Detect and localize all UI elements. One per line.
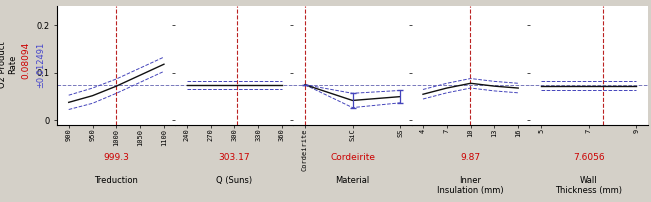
Text: 0.08094: 0.08094 — [21, 42, 31, 79]
Text: Wall
Thickness (mm): Wall Thickness (mm) — [555, 176, 622, 195]
Text: ±0.012491: ±0.012491 — [36, 42, 45, 88]
Text: Cordeirite: Cordeirite — [330, 153, 375, 162]
Text: O2 Product
Rate: O2 Product Rate — [0, 41, 18, 88]
Text: 999.3: 999.3 — [104, 153, 130, 162]
Text: 7.6056: 7.6056 — [573, 153, 605, 162]
Text: Material: Material — [335, 176, 370, 185]
Text: 303.17: 303.17 — [219, 153, 250, 162]
Text: Treduction: Treduction — [94, 176, 138, 185]
Text: 9.87: 9.87 — [460, 153, 480, 162]
Text: Inner
Insulation (mm): Inner Insulation (mm) — [437, 176, 504, 195]
Text: Q (Suns): Q (Suns) — [216, 176, 253, 185]
